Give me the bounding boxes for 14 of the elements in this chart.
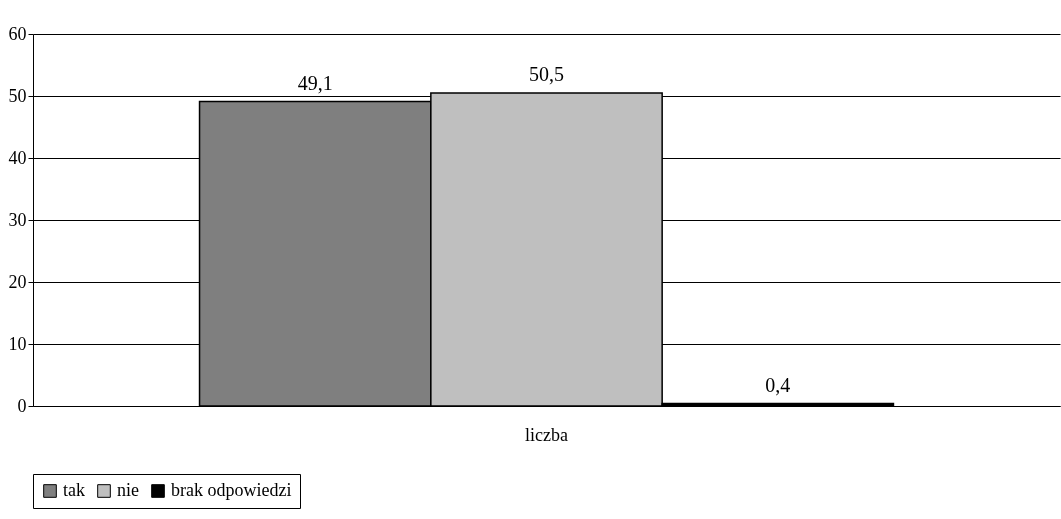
y-tick-label: 20 xyxy=(8,271,27,292)
data-label: 49,1 xyxy=(297,71,333,94)
data-label: 0,4 xyxy=(765,373,791,396)
y-tick-label: 30 xyxy=(8,209,27,230)
y-tick-label: 40 xyxy=(8,147,27,168)
y-tick-label: 50 xyxy=(8,85,27,106)
y-tick-label: 60 xyxy=(8,23,27,44)
legend-label: brak odpowiedzi xyxy=(171,480,292,500)
legend-label: tak xyxy=(63,480,85,500)
y-tick-label: 0 xyxy=(17,395,27,416)
x-tick-label: liczba xyxy=(525,424,568,445)
legend-label: nie xyxy=(117,480,139,500)
data-label: 50,5 xyxy=(529,62,564,85)
y-tick-label: 10 xyxy=(8,333,27,354)
